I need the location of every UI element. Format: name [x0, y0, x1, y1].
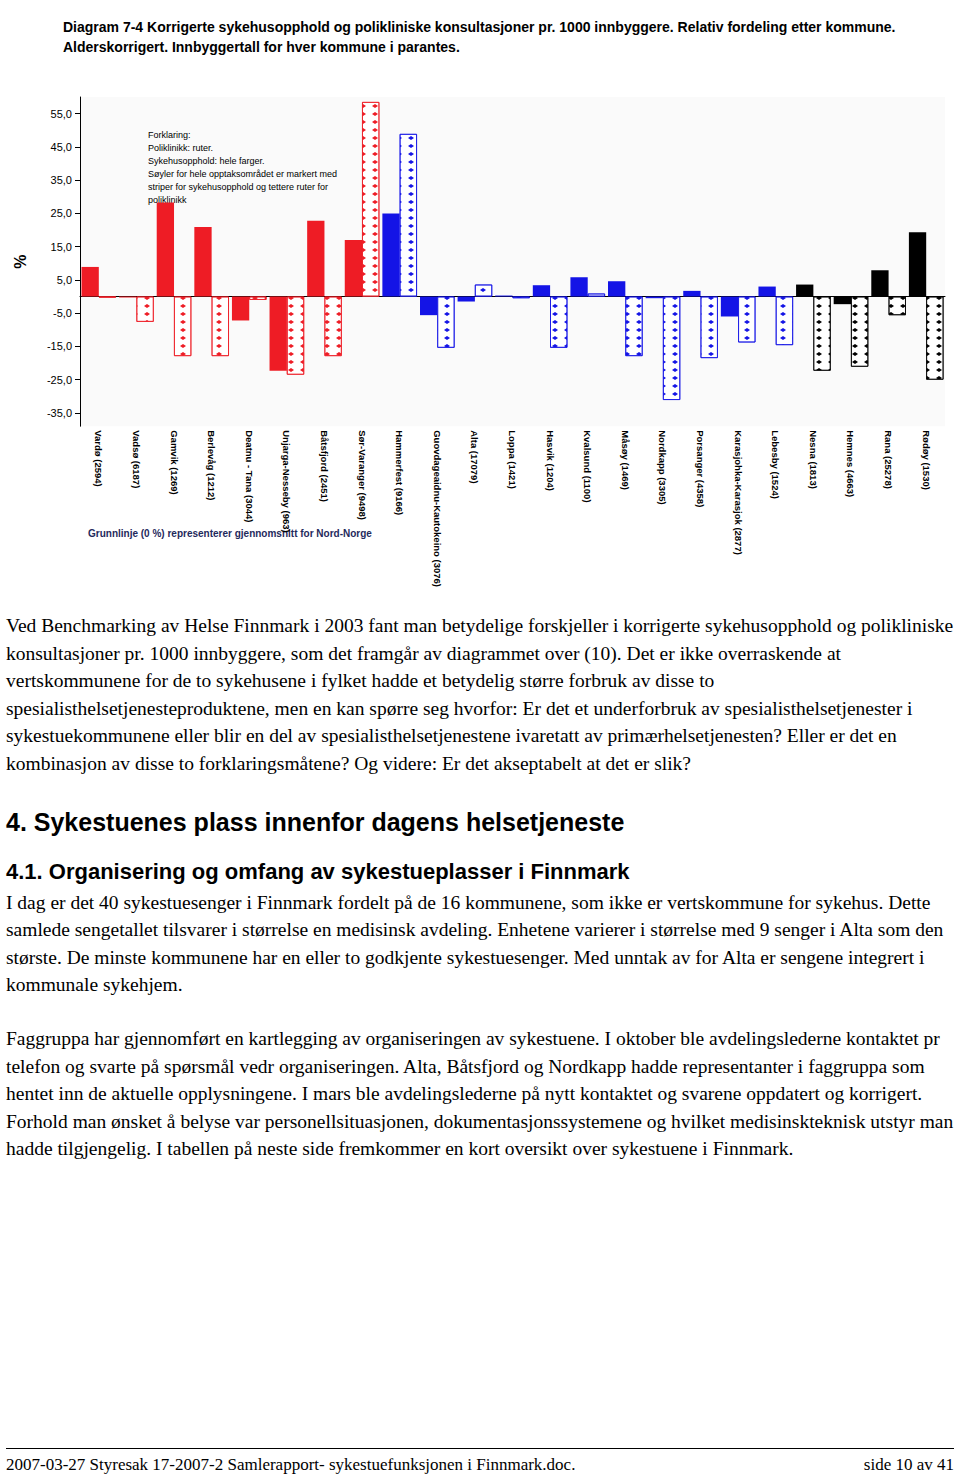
html-text:2007-03-27 Styresak 17-2007-2: 2007-03-27 Styresak 17-2007-2 Samlerappo… [6, 1455, 576, 1474]
svg-text:Nesna (1813): Nesna (1813) [808, 430, 819, 489]
svg-text:Sør-Varanger (9498): Sør-Varanger (9498) [357, 430, 368, 520]
svg-text:Hasvik (1204): Hasvik (1204) [545, 430, 556, 491]
svg-text:25,0: 25,0 [51, 207, 72, 219]
svg-text:Porsanger (4358): Porsanger (4358) [695, 430, 706, 507]
svg-text:Loppa (1421): Loppa (1421) [507, 430, 518, 489]
html-text:Ved Benchmarking av Helse Finn: Ved Benchmarking av Helse Finnmark i 200… [6, 615, 954, 774]
html-text:side 10 av 41: side 10 av 41 [863, 1455, 954, 1474]
svg-text:Deatnu - Tana (3044): Deatnu - Tana (3044) [244, 430, 255, 522]
svg-text:5,0: 5,0 [57, 274, 72, 286]
svg-text:Alta (17079): Alta (17079) [469, 430, 480, 483]
svg-text:Alderskorrigert. Innbyggertall: Alderskorrigert. Innbyggertall for hver … [63, 39, 460, 55]
svg-text:Karasjohka-Karasjok (2877): Karasjohka-Karasjok (2877) [733, 430, 744, 555]
svg-text:poliklinikk: poliklinikk [148, 194, 187, 205]
svg-text:Måsøy (1469): Måsøy (1469) [620, 430, 631, 490]
svg-text:Rødøy (1530): Rødøy (1530) [921, 430, 932, 490]
svg-text:55,0: 55,0 [51, 108, 72, 120]
html-text:4. Sykestuenes plass innenfor: 4. Sykestuenes plass innenfor dagens hel… [6, 807, 625, 836]
svg-text:striper for sykehusopphold og: striper for sykehusopphold og tettere ru… [148, 182, 328, 192]
svg-text:-25,0: -25,0 [47, 374, 72, 386]
svg-text:Diagram 7-4 Korrigerte sykehus: Diagram 7-4 Korrigerte sykehusopphold og… [63, 19, 899, 35]
svg-text:Søyler for hele opptaksområdet: Søyler for hele opptaksområdet er marker… [148, 169, 337, 179]
svg-text:Gamvik (1269): Gamvik (1269) [169, 430, 180, 494]
svg-text:Poliklinikk: ruter.: Poliklinikk: ruter. [148, 143, 213, 153]
svg-text:Vadsø (6187): Vadsø (6187) [131, 430, 142, 488]
html-text:I dag er det 40 sykestuesenger: I dag er det 40 sykestuesenger i Finnmar… [6, 891, 944, 996]
svg-text:Nordkapp (3305): Nordkapp (3305) [657, 430, 668, 504]
svg-text:Grunnlinje (0 %) representerer: Grunnlinje (0 %) representerer gjennomsn… [88, 528, 372, 539]
svg-text:Rana (25278): Rana (25278) [883, 430, 894, 489]
svg-text:15,0: 15,0 [51, 241, 72, 253]
svg-text:Forklaring:: Forklaring: [148, 130, 191, 140]
svg-text:Guovdageaidnu-Kautokeino (3076: Guovdageaidnu-Kautokeino (3076) [432, 430, 443, 587]
svg-text:35,0: 35,0 [51, 174, 72, 186]
svg-text:Hammerfest (9166): Hammerfest (9166) [394, 430, 405, 515]
svg-text:Lebesby (1524): Lebesby (1524) [770, 430, 781, 499]
html-text:4.1. Organisering og omfang av: 4.1. Organisering og omfang av sykestuep… [6, 858, 630, 884]
svg-text:Unjarga-Nesseby (963): Unjarga-Nesseby (963) [281, 430, 292, 532]
svg-text:-15,0: -15,0 [47, 340, 72, 352]
svg-text:45,0: 45,0 [51, 141, 72, 153]
svg-text:Hemnes (4663): Hemnes (4663) [845, 430, 856, 497]
svg-text:-5,0: -5,0 [53, 307, 72, 319]
svg-text:Kvalsund (1100): Kvalsund (1100) [582, 430, 593, 502]
svg-text:Båtsfjord (2451): Båtsfjord (2451) [319, 430, 330, 502]
html-text:Faggruppa har gjennomført en k: Faggruppa har gjennomført en kartlegging… [6, 1027, 954, 1160]
svg-text:Sykehusopphold: hele farger.: Sykehusopphold: hele farger. [148, 156, 265, 166]
svg-text:Vardø (2594): Vardø (2594) [93, 430, 104, 487]
svg-text:%: % [12, 254, 29, 268]
svg-text:Berlevåg (1212): Berlevåg (1212) [206, 430, 217, 500]
svg-text:-35,0: -35,0 [47, 407, 72, 419]
